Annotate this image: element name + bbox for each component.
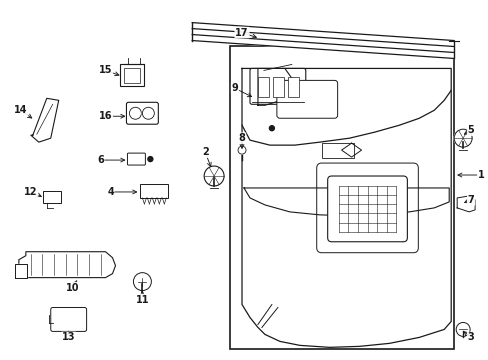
FancyBboxPatch shape xyxy=(126,102,158,124)
Text: 15: 15 xyxy=(99,66,112,76)
FancyBboxPatch shape xyxy=(249,68,305,104)
Text: 7: 7 xyxy=(467,195,473,205)
Bar xyxy=(258,77,268,97)
Text: 8: 8 xyxy=(238,133,245,143)
Circle shape xyxy=(453,129,471,147)
Polygon shape xyxy=(242,90,450,347)
FancyBboxPatch shape xyxy=(51,307,86,332)
Text: 12: 12 xyxy=(24,187,38,197)
FancyBboxPatch shape xyxy=(316,163,417,253)
Text: 13: 13 xyxy=(62,332,75,342)
Circle shape xyxy=(269,126,274,131)
FancyBboxPatch shape xyxy=(327,176,407,242)
Polygon shape xyxy=(15,264,27,278)
Circle shape xyxy=(142,107,154,119)
Text: 6: 6 xyxy=(97,155,104,165)
Polygon shape xyxy=(19,252,115,278)
Bar xyxy=(272,77,283,97)
Circle shape xyxy=(203,166,224,186)
Text: 17: 17 xyxy=(235,28,248,37)
Polygon shape xyxy=(31,98,59,142)
FancyBboxPatch shape xyxy=(276,80,337,118)
FancyBboxPatch shape xyxy=(120,64,144,86)
Bar xyxy=(42,191,61,203)
Polygon shape xyxy=(341,143,361,157)
Text: 1: 1 xyxy=(477,170,484,180)
Circle shape xyxy=(129,107,141,119)
Text: 4: 4 xyxy=(107,187,114,197)
Text: 2: 2 xyxy=(202,147,208,157)
Circle shape xyxy=(133,273,151,291)
Polygon shape xyxy=(192,17,453,58)
Text: 9: 9 xyxy=(231,84,238,93)
Text: 10: 10 xyxy=(66,283,79,293)
Circle shape xyxy=(147,157,153,162)
Text: 14: 14 xyxy=(14,105,27,115)
Polygon shape xyxy=(244,188,448,216)
Polygon shape xyxy=(242,68,450,145)
FancyBboxPatch shape xyxy=(127,153,145,165)
Bar xyxy=(229,45,453,349)
Text: 3: 3 xyxy=(467,332,473,342)
Polygon shape xyxy=(456,196,474,212)
Text: 16: 16 xyxy=(99,111,112,121)
Text: 5: 5 xyxy=(467,125,473,135)
Bar xyxy=(321,143,353,158)
Bar xyxy=(140,184,168,198)
Circle shape xyxy=(238,146,245,154)
Bar xyxy=(124,68,140,84)
Bar xyxy=(287,77,298,97)
Text: 11: 11 xyxy=(135,294,149,305)
Circle shape xyxy=(455,323,469,336)
Polygon shape xyxy=(258,68,294,105)
